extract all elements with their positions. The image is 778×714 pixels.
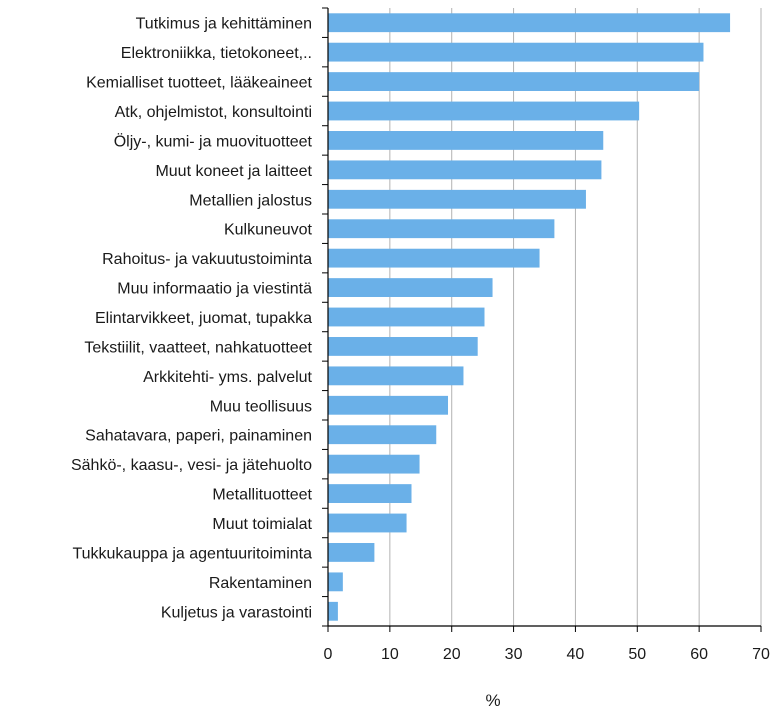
bar-15 xyxy=(328,454,420,474)
bar-19 xyxy=(328,572,343,592)
category-label-18: Tukkukauppa ja agentuuritoiminta xyxy=(72,545,312,562)
x-tick-label-20: 20 xyxy=(443,646,461,663)
x-axis-title: % xyxy=(485,691,500,710)
category-label-0: Tutkimus ja kehittäminen xyxy=(136,16,312,33)
category-label-20: Kuljetus ja varastointi xyxy=(161,604,312,621)
category-label-7: Kulkuneuvot xyxy=(224,222,313,239)
bar-0 xyxy=(328,13,731,33)
bar-12 xyxy=(328,366,464,386)
category-label-14: Sahatavara, paperi, painaminen xyxy=(85,428,312,445)
bar-6 xyxy=(328,189,586,209)
category-label-1: Elektroniikka, tietokoneet,.. xyxy=(121,45,312,62)
bar-13 xyxy=(328,395,449,415)
category-label-13: Muu teollisuus xyxy=(210,398,312,415)
bar-1 xyxy=(328,42,704,62)
bar-9 xyxy=(328,278,493,297)
category-label-12: Arkkitehti- yms. palvelut xyxy=(143,369,312,386)
category-label-2: Kemialliset tuotteet, lääkeaineet xyxy=(86,75,312,92)
x-tick-label-0: 0 xyxy=(324,646,333,663)
x-tick-label-40: 40 xyxy=(567,646,585,663)
category-labels: Tutkimus ja kehittäminen Elektroniikka, t… xyxy=(71,16,313,622)
category-label-19: Rakentaminen xyxy=(209,575,312,592)
bar-14 xyxy=(328,425,437,445)
category-label-11: Tekstiilit, vaatteet, nahkatuotteet xyxy=(84,339,312,356)
bar-10 xyxy=(328,307,485,327)
x-tick-label-50: 50 xyxy=(628,646,646,663)
x-tick-label-70: 70 xyxy=(752,646,770,663)
category-label-10: Elintarvikkeet, juomat, tupakka xyxy=(95,310,312,327)
x-tick-label-30: 30 xyxy=(505,646,523,663)
category-label-4: Öljy-, kumi- ja muovituotteet xyxy=(114,132,313,150)
category-label-16: Metallituotteet xyxy=(212,487,312,504)
bar-17 xyxy=(328,513,407,533)
category-label-5: Muut koneet ja laitteet xyxy=(155,163,312,180)
bar-8 xyxy=(328,248,540,268)
x-tick-label-10: 10 xyxy=(381,646,399,663)
x-tick-labels: 0 10 20 30 40 50 60 70 xyxy=(324,646,770,663)
category-label-6: Metallien jalostus xyxy=(189,192,312,209)
bar-11 xyxy=(328,337,478,356)
category-label-9: Muu informaatio ja viestintä xyxy=(117,281,312,298)
bar-18 xyxy=(328,543,375,562)
category-label-17: Muut toimialat xyxy=(212,516,312,533)
axes xyxy=(322,7,762,632)
bars xyxy=(328,13,731,621)
category-label-3: Atk, ohjelmistot, konsultointi xyxy=(115,104,312,121)
bar-16 xyxy=(328,484,412,503)
bar-7 xyxy=(328,219,555,239)
bar-5 xyxy=(328,160,602,180)
bar-4 xyxy=(328,131,604,150)
bar-3 xyxy=(328,101,640,121)
bar-2 xyxy=(328,72,700,91)
x-tick-label-60: 60 xyxy=(690,646,708,663)
bar-20 xyxy=(328,601,338,621)
category-label-15: Sähkö-, kaasu-, vesi- ja jätehuolto xyxy=(71,457,312,474)
category-label-8: Rahoitus- ja vakuutustoiminta xyxy=(102,251,312,268)
